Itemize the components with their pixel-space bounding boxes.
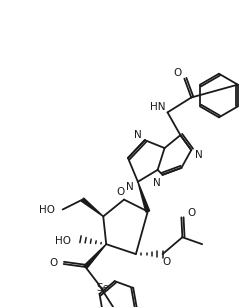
Text: N: N	[153, 178, 161, 188]
Text: O: O	[173, 68, 181, 78]
Text: O: O	[116, 187, 124, 197]
Polygon shape	[84, 244, 106, 268]
Text: HN: HN	[150, 103, 165, 112]
Text: HO: HO	[39, 205, 55, 216]
Text: O: O	[187, 209, 195, 218]
Text: Se: Se	[97, 283, 110, 293]
Text: N: N	[126, 182, 134, 192]
Polygon shape	[138, 182, 150, 212]
Text: N: N	[134, 130, 142, 140]
Text: O: O	[163, 257, 171, 267]
Text: O: O	[50, 258, 58, 268]
Polygon shape	[81, 198, 103, 217]
Text: HO: HO	[55, 236, 71, 246]
Text: N: N	[195, 150, 203, 160]
